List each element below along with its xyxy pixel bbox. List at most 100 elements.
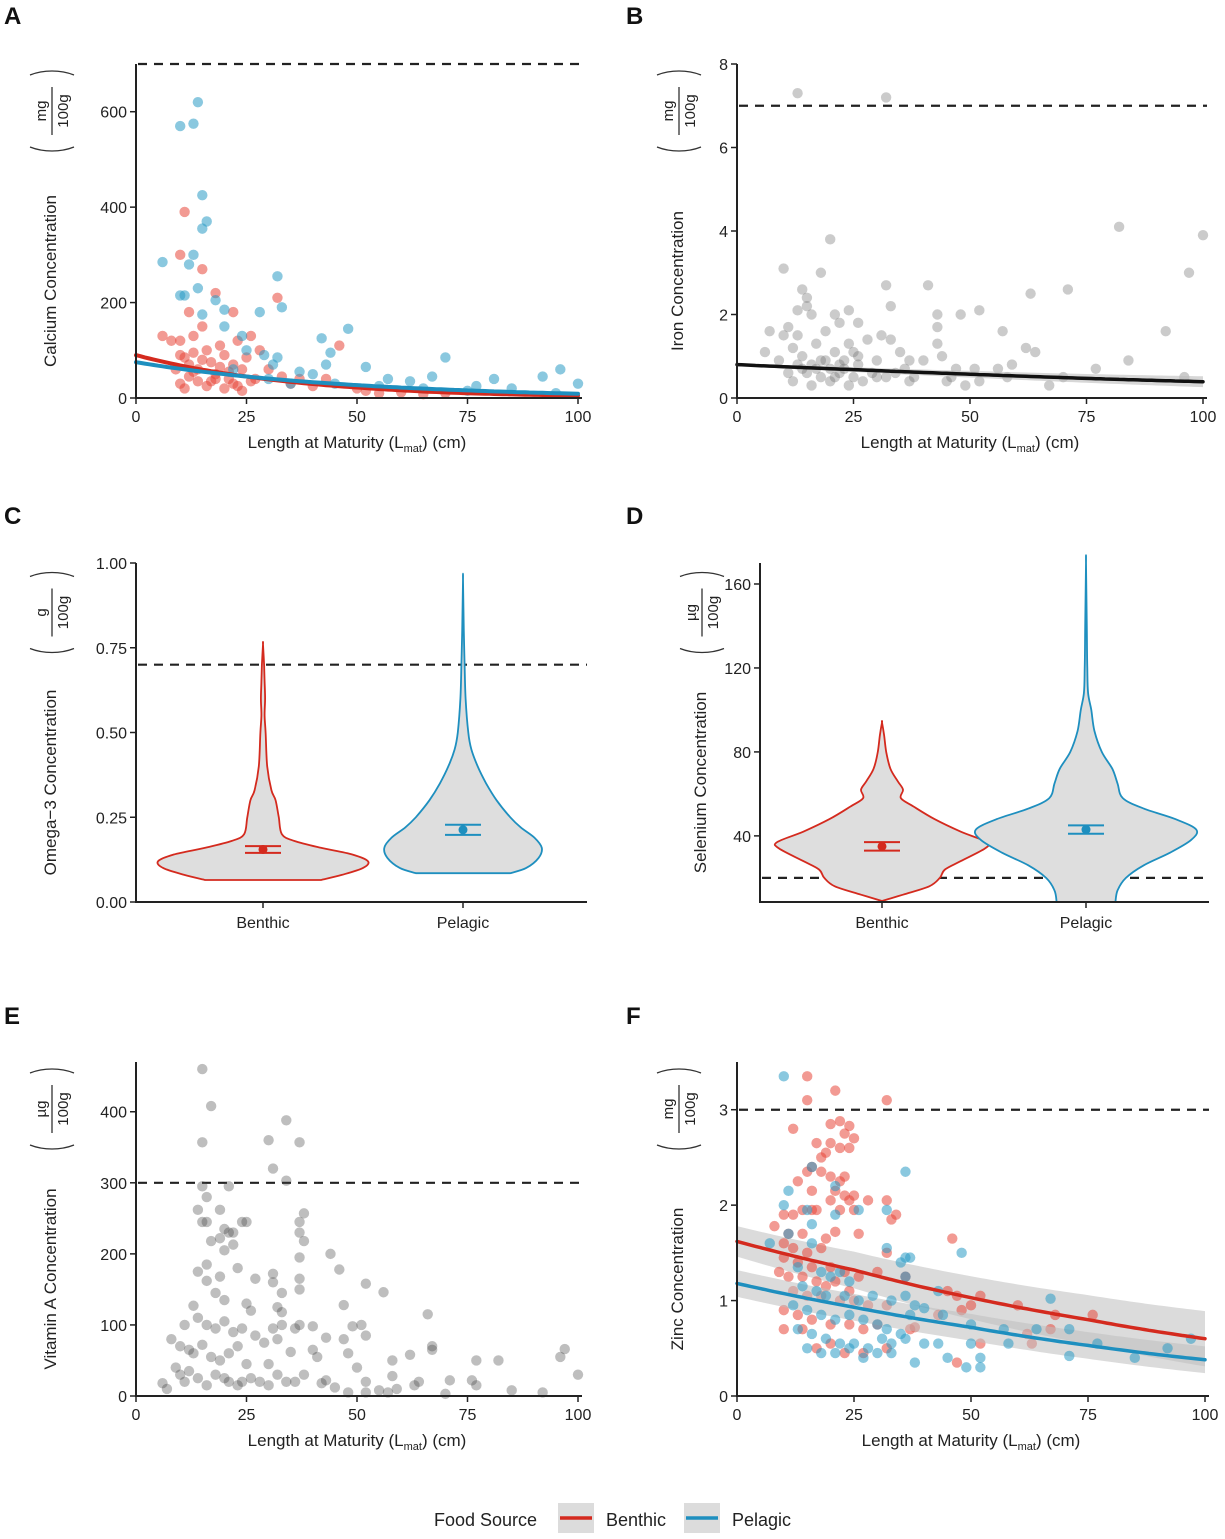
x-tick-label: 25 (845, 1407, 863, 1424)
x-tick-label: 50 (961, 409, 979, 426)
data-point (347, 1321, 358, 1332)
points-layer (759, 88, 1209, 391)
data-point (201, 345, 212, 356)
y-tick-label: 1 (719, 1294, 728, 1311)
data-point (975, 1362, 986, 1373)
data-point (960, 380, 971, 391)
data-point (281, 1115, 292, 1126)
data-point (881, 1204, 892, 1216)
data-point (201, 216, 212, 227)
bracket-right (656, 1068, 702, 1074)
data-point (862, 1195, 874, 1206)
data-point (881, 1324, 892, 1335)
data-point (825, 234, 836, 245)
panel-letter: C (4, 503, 21, 530)
data-point (210, 1287, 221, 1299)
data-point (1064, 1324, 1075, 1335)
bracket-right (29, 571, 75, 578)
data-point (937, 1309, 949, 1321)
data-point (192, 1312, 204, 1324)
data-point (839, 1290, 850, 1302)
data-point (205, 1100, 217, 1112)
data-point (197, 1339, 208, 1351)
data-point (900, 1333, 911, 1344)
data-point (955, 309, 966, 320)
data-point (778, 1209, 789, 1220)
x-axis-title-end: ) (cm) (422, 1431, 466, 1450)
data-point (844, 1120, 855, 1132)
y-tick-label: 2 (719, 308, 728, 325)
data-point (941, 376, 952, 387)
data-point (188, 1348, 199, 1359)
data-point (232, 1262, 243, 1274)
legend-key-benthic: Benthic (558, 1503, 666, 1533)
data-point (307, 1344, 318, 1356)
data-point (413, 1376, 425, 1387)
data-point (192, 283, 204, 294)
data-point (858, 1324, 869, 1335)
x-tick-label: 100 (565, 409, 592, 426)
data-point (1030, 346, 1041, 358)
data-point (192, 1373, 204, 1384)
data-point (886, 1338, 897, 1349)
x-tick-label: 50 (962, 1407, 980, 1424)
data-point (360, 1330, 372, 1341)
data-point (197, 1137, 208, 1148)
data-point (830, 1226, 841, 1238)
data-point (956, 1247, 967, 1259)
data-point (471, 1380, 482, 1391)
data-point (797, 284, 808, 295)
data-point (1090, 363, 1102, 374)
panel-letter: B (626, 3, 643, 30)
data-point (764, 326, 775, 337)
data-point (900, 1166, 911, 1177)
data-point (820, 1147, 832, 1158)
unit-numerator: µg (683, 604, 700, 621)
data-point (783, 1228, 794, 1239)
unit-denominator: 100g (682, 94, 699, 127)
unit-numerator: µg (33, 1101, 50, 1118)
panel-letter: F (626, 1003, 641, 1030)
data-point (853, 1271, 864, 1282)
data-point (848, 1133, 860, 1144)
y-tick-label: 0.50 (96, 726, 127, 743)
data-point (792, 1176, 804, 1187)
unit-numerator: mg (660, 1099, 677, 1120)
data-point (205, 357, 217, 368)
legend-key-pelagic: Pelagic (684, 1503, 791, 1533)
x-tick-label: 100 (565, 1407, 592, 1424)
x-tick-label: 75 (459, 409, 477, 426)
data-point (764, 1238, 775, 1249)
data-point (816, 1309, 827, 1321)
data-point (506, 1385, 517, 1396)
data-point (1006, 359, 1018, 370)
bracket-left (679, 647, 725, 654)
fit-line-benthic (735, 1239, 1207, 1341)
data-point (307, 368, 318, 380)
data-point (298, 1369, 310, 1380)
data-point (844, 1343, 855, 1354)
unit-denominator: 100g (55, 94, 72, 127)
data-point (263, 1380, 274, 1391)
data-point (179, 383, 190, 394)
unit-fraction: g 100g (29, 571, 75, 654)
data-point (806, 1161, 818, 1173)
data-point (876, 1333, 888, 1344)
data-point (298, 1235, 310, 1247)
data-point (312, 1351, 323, 1363)
data-point (797, 1281, 808, 1292)
data-point (201, 1191, 212, 1203)
data-point (811, 338, 822, 349)
data-point (820, 1333, 832, 1344)
data-point (298, 1208, 310, 1219)
data-point (852, 317, 864, 329)
data-point (787, 342, 799, 354)
data-point (281, 1376, 292, 1387)
data-point (997, 326, 1008, 337)
data-point (965, 1338, 977, 1349)
data-point (197, 309, 208, 320)
x-axis-title-main: Length at Maturity (L (862, 1431, 1018, 1450)
data-point (214, 1233, 226, 1244)
y-axis-title: Iron Concentration (668, 211, 687, 351)
data-point (294, 1284, 305, 1295)
